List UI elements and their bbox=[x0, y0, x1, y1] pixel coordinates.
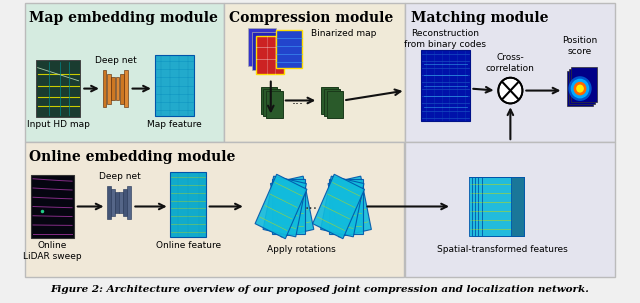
Text: Cross-
correlation: Cross- correlation bbox=[486, 53, 535, 73]
Polygon shape bbox=[511, 177, 524, 236]
Text: Spatial-transformed features: Spatial-transformed features bbox=[436, 245, 568, 254]
Bar bbox=[225, 3, 405, 142]
Bar bbox=[421, 50, 470, 121]
Bar bbox=[260, 87, 277, 114]
Text: Compression module: Compression module bbox=[229, 11, 393, 25]
Bar bbox=[108, 186, 111, 219]
Polygon shape bbox=[321, 176, 364, 237]
Bar bbox=[405, 3, 615, 142]
Circle shape bbox=[574, 82, 586, 95]
Text: Input HD map: Input HD map bbox=[27, 120, 90, 129]
Bar bbox=[475, 177, 518, 236]
Bar bbox=[263, 88, 280, 116]
Bar bbox=[170, 172, 206, 237]
Text: Online feature: Online feature bbox=[156, 241, 221, 250]
Polygon shape bbox=[272, 179, 305, 234]
Bar bbox=[478, 177, 521, 236]
Bar bbox=[120, 74, 124, 104]
Bar bbox=[326, 91, 343, 118]
Bar bbox=[124, 70, 128, 107]
Circle shape bbox=[577, 85, 583, 92]
Bar bbox=[102, 70, 106, 107]
Circle shape bbox=[569, 77, 591, 100]
Bar bbox=[569, 69, 595, 105]
Text: Deep net: Deep net bbox=[99, 172, 140, 181]
Bar bbox=[120, 192, 123, 213]
Polygon shape bbox=[255, 174, 307, 239]
Bar bbox=[124, 189, 127, 216]
Bar bbox=[25, 142, 404, 277]
Bar bbox=[472, 177, 515, 236]
Text: Online
LiDAR sweep: Online LiDAR sweep bbox=[23, 241, 82, 261]
Bar bbox=[36, 60, 81, 117]
Bar bbox=[115, 192, 119, 213]
Text: Binarized map: Binarized map bbox=[310, 29, 376, 38]
Bar bbox=[116, 77, 120, 100]
Text: Matching module: Matching module bbox=[411, 11, 548, 25]
Text: Reconstruction
from binary codes: Reconstruction from binary codes bbox=[404, 29, 486, 48]
Bar bbox=[567, 71, 593, 106]
Text: Apply rotations: Apply rotations bbox=[267, 245, 336, 254]
Bar bbox=[107, 74, 111, 104]
Text: Map feature: Map feature bbox=[147, 120, 202, 129]
Bar bbox=[252, 32, 280, 70]
Text: Figure 2: Architecture overview of our proposed joint compression and localizati: Figure 2: Architecture overview of our p… bbox=[51, 285, 589, 294]
Polygon shape bbox=[312, 174, 365, 239]
Bar bbox=[155, 55, 194, 116]
Bar bbox=[468, 177, 511, 236]
Polygon shape bbox=[330, 179, 363, 234]
Circle shape bbox=[572, 79, 589, 98]
Polygon shape bbox=[271, 176, 314, 237]
Bar bbox=[571, 67, 596, 102]
Bar bbox=[324, 88, 340, 116]
Text: Deep net: Deep net bbox=[95, 56, 136, 65]
Bar bbox=[25, 3, 225, 142]
Bar bbox=[321, 87, 338, 114]
Bar bbox=[266, 91, 283, 118]
Bar bbox=[405, 142, 615, 277]
Bar bbox=[256, 36, 284, 74]
Bar bbox=[111, 189, 115, 216]
Circle shape bbox=[499, 78, 522, 103]
Text: Position
score: Position score bbox=[563, 36, 598, 56]
Polygon shape bbox=[328, 176, 371, 237]
Bar bbox=[248, 28, 276, 66]
Text: Map embedding module: Map embedding module bbox=[29, 11, 218, 25]
Text: Online embedding module: Online embedding module bbox=[29, 150, 236, 164]
Bar bbox=[127, 186, 131, 219]
Text: ...: ... bbox=[292, 94, 304, 107]
Text: ...: ... bbox=[304, 198, 317, 211]
Bar bbox=[481, 177, 524, 236]
Bar bbox=[276, 30, 302, 68]
Polygon shape bbox=[263, 176, 307, 237]
Bar bbox=[31, 175, 74, 238]
Bar bbox=[111, 77, 115, 100]
